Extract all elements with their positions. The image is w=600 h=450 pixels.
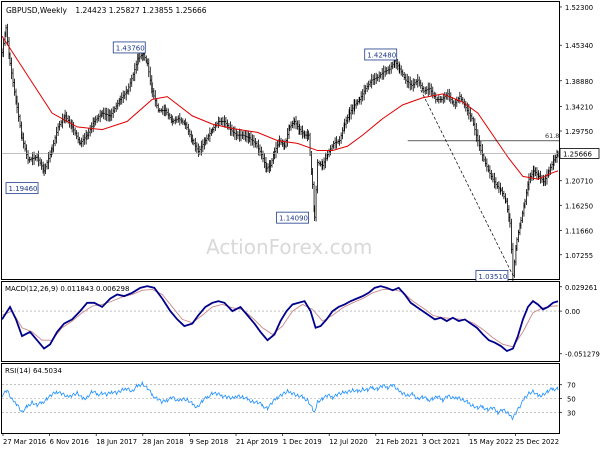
price-annotation-box	[276, 211, 309, 224]
price-annotation: 1.03510	[475, 269, 509, 282]
time-tick-label: 6 Nov 2016	[50, 438, 89, 446]
price-tick-label: 1.11660	[565, 228, 593, 236]
price-tick-label: 1.07255	[565, 252, 593, 260]
price-tick-label: 1.29750	[565, 128, 593, 136]
price-annotation-box	[364, 48, 398, 61]
time-tick-label: 3 Oct 2021	[422, 438, 460, 446]
time-tick-label: 21 Feb 2021	[376, 438, 418, 446]
time-tick-label: 28 Jan 2018	[143, 438, 184, 446]
macd-panel: MACD(12,26,9) 0.011843 0.006298	[1, 281, 560, 362]
time-tick-label: 25 Dec 2022	[516, 438, 559, 446]
price-annotation-label: 1.43760	[116, 44, 145, 52]
price-annotation: 1.43760	[112, 41, 146, 54]
time-tick-label: 18 Jun 2017	[96, 438, 137, 446]
watermark: ActionForex.com	[206, 235, 372, 259]
rsi-panel: RSI(14) 64.5034	[1, 363, 560, 434]
symbol-timeframe: GBPUSD,Weekly	[6, 6, 68, 15]
macd-tick-label: 0.00	[565, 308, 580, 316]
rsi-tick-label: 30	[567, 409, 576, 417]
price-annotation: 1.42480	[364, 48, 398, 61]
price-tick-label: 1.38880	[565, 78, 593, 86]
time-tick-label: 21 Apr 2019	[236, 438, 278, 446]
rsi-title: RSI(14) 64.5034	[5, 367, 62, 375]
price-axis: 1.52300 1.45340 1.38880 1.34210 1.29750 1.256…	[559, 4, 600, 260]
moving-average-line	[1, 35, 559, 180]
rsi-tick-label: 50	[567, 396, 576, 404]
chart-title: GBPUSD,Weekly 1.24423 1.25827 1.23855 1.…	[6, 6, 207, 15]
price-annotation-label: 1.14090	[279, 215, 308, 223]
time-tick-label: 15 May 2022	[469, 438, 513, 446]
trend-line	[420, 89, 514, 276]
price-tick-label: 1.34210	[565, 103, 593, 111]
price-tick-label: 1.52300	[565, 4, 593, 12]
macd-tick-label: -0.051279	[565, 351, 600, 359]
macd-line	[1, 285, 559, 353]
time-tick-label: 9 Sep 2018	[189, 438, 228, 446]
price-panel: 61.81.437601.424801.194601.140901.03510 …	[1, 1, 560, 282]
price-tick-label: 1.45340	[565, 42, 593, 50]
price-annotation: 1.14090	[276, 211, 309, 224]
price-tick-label: 1.16250	[565, 202, 593, 210]
rsi-axis: 70 50 30	[559, 382, 576, 417]
time-tick-label: 12 Jul 2020	[329, 438, 367, 446]
price-annotation-box	[5, 182, 39, 195]
current-price-marker	[559, 148, 600, 159]
price-tick-label: 1.20710	[565, 178, 593, 186]
fib-level-label: 61.8	[545, 132, 559, 140]
macd-title: MACD(12,26,9) 0.011843 0.006298	[5, 285, 129, 293]
price-annotation-label: 1.03510	[478, 273, 507, 281]
price-annotation: 1.19460	[5, 182, 39, 195]
time-axis: 27 Mar 2016 6 Nov 2016 18 Jun 2017 28 Jan 2…	[2, 433, 559, 446]
current-price-label: 1.25666	[563, 150, 592, 158]
ohlc-values: 1.24423 1.25827 1.23855 1.25666	[75, 6, 206, 15]
rsi-line	[1, 380, 559, 421]
macd-axis: 0.029261 0.00 -0.051279	[559, 284, 600, 359]
price-annotation-box	[112, 41, 146, 54]
price-annotation-label: 1.42480	[367, 51, 396, 59]
rsi-tick-label: 70	[567, 382, 576, 390]
time-tick-label: 27 Mar 2016	[3, 438, 46, 446]
time-tick-label: 1 Dec 2019	[283, 438, 322, 446]
macd-tick-label: 0.029261	[565, 284, 597, 292]
price-annotation-label: 1.19460	[9, 185, 38, 193]
